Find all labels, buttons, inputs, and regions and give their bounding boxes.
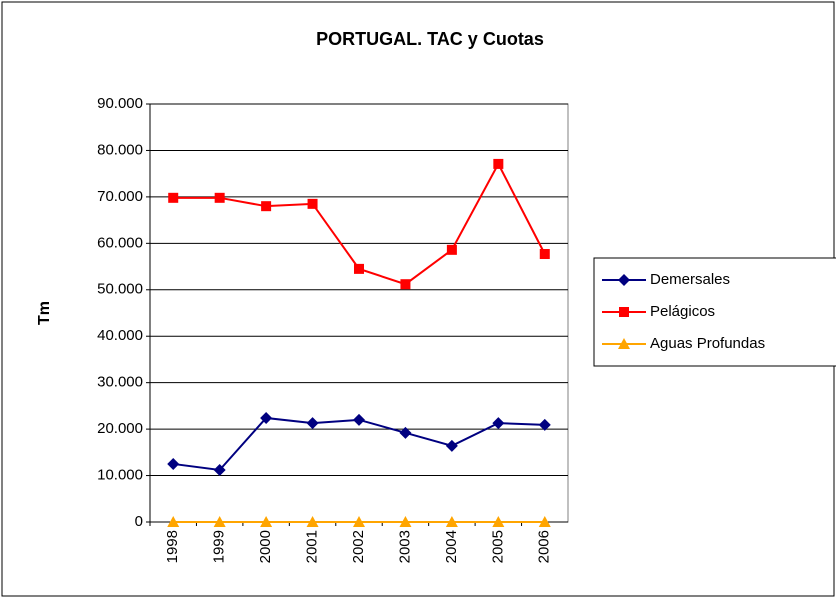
x-tick-label: 2006 <box>536 530 553 563</box>
marker <box>260 516 273 527</box>
marker <box>307 198 318 209</box>
y-tick-label: 70.000 <box>97 188 143 205</box>
marker <box>538 516 551 527</box>
marker <box>493 158 504 169</box>
marker <box>261 201 272 212</box>
marker <box>167 457 180 470</box>
marker <box>214 192 225 203</box>
chart-title: PORTUGAL. TAC y Cuotas <box>316 29 544 49</box>
marker <box>399 516 412 527</box>
y-tick-label: 0 <box>135 513 143 530</box>
marker <box>618 338 630 349</box>
plot-area <box>149 103 569 523</box>
y-tick-label: 60.000 <box>97 234 143 251</box>
marker <box>354 263 364 274</box>
marker <box>168 192 179 203</box>
marker <box>353 413 365 426</box>
marker <box>618 274 630 286</box>
marker <box>306 417 319 430</box>
x-tick-label: 2002 <box>350 530 367 563</box>
marker <box>260 411 273 424</box>
y-tick-label: 30.000 <box>97 374 143 391</box>
x-tick-label: 2003 <box>396 530 413 563</box>
y-tick-label: 80.000 <box>97 141 143 158</box>
marker <box>213 463 226 476</box>
y-tick-label: 50.000 <box>97 281 143 298</box>
marker <box>445 516 458 527</box>
marker <box>399 426 412 439</box>
marker <box>619 307 629 317</box>
marker <box>539 249 550 260</box>
legend-label: Pelágicos <box>650 303 715 320</box>
x-tick-label: 2000 <box>257 530 274 563</box>
x-tick-label: 2005 <box>489 530 506 563</box>
marker <box>538 418 551 431</box>
marker <box>446 244 457 255</box>
marker <box>492 417 505 430</box>
y-axis-title: Tm <box>36 301 53 325</box>
y-tick-label: 90.000 <box>97 95 143 112</box>
y-tick-label: 10.000 <box>97 467 143 484</box>
marker <box>353 516 365 527</box>
legend-label: Aguas Profundas <box>650 335 765 352</box>
x-tick-label: 1998 <box>164 530 181 563</box>
y-tick-label: 40.000 <box>97 327 143 344</box>
marker <box>213 516 226 527</box>
x-tick-label: 2001 <box>304 530 321 563</box>
marker <box>306 516 319 527</box>
marker <box>167 516 180 527</box>
x-tick-label: 2004 <box>443 530 460 563</box>
marker <box>492 516 505 527</box>
marker <box>400 279 411 290</box>
marker <box>445 439 458 452</box>
legend-label: Demersales <box>650 271 730 288</box>
y-tick-label: 20.000 <box>97 420 143 437</box>
x-tick-label: 1999 <box>211 530 228 563</box>
